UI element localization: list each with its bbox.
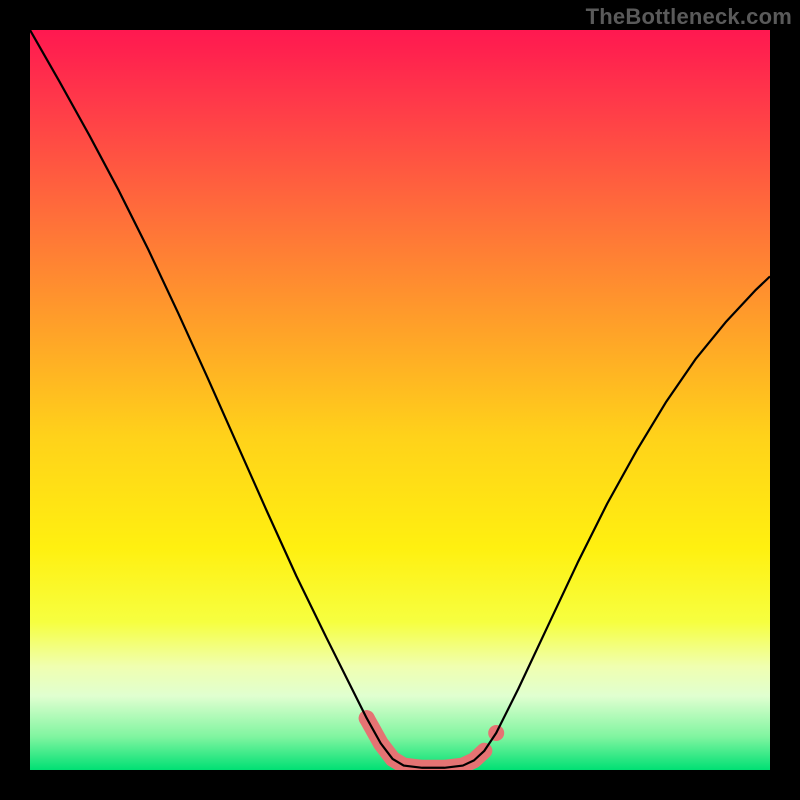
bottleneck-curve-chart [30, 30, 770, 770]
watermark-text: TheBottleneck.com [586, 4, 792, 30]
gradient-background [30, 30, 770, 770]
plot-area [30, 30, 770, 770]
chart-frame: TheBottleneck.com [0, 0, 800, 800]
